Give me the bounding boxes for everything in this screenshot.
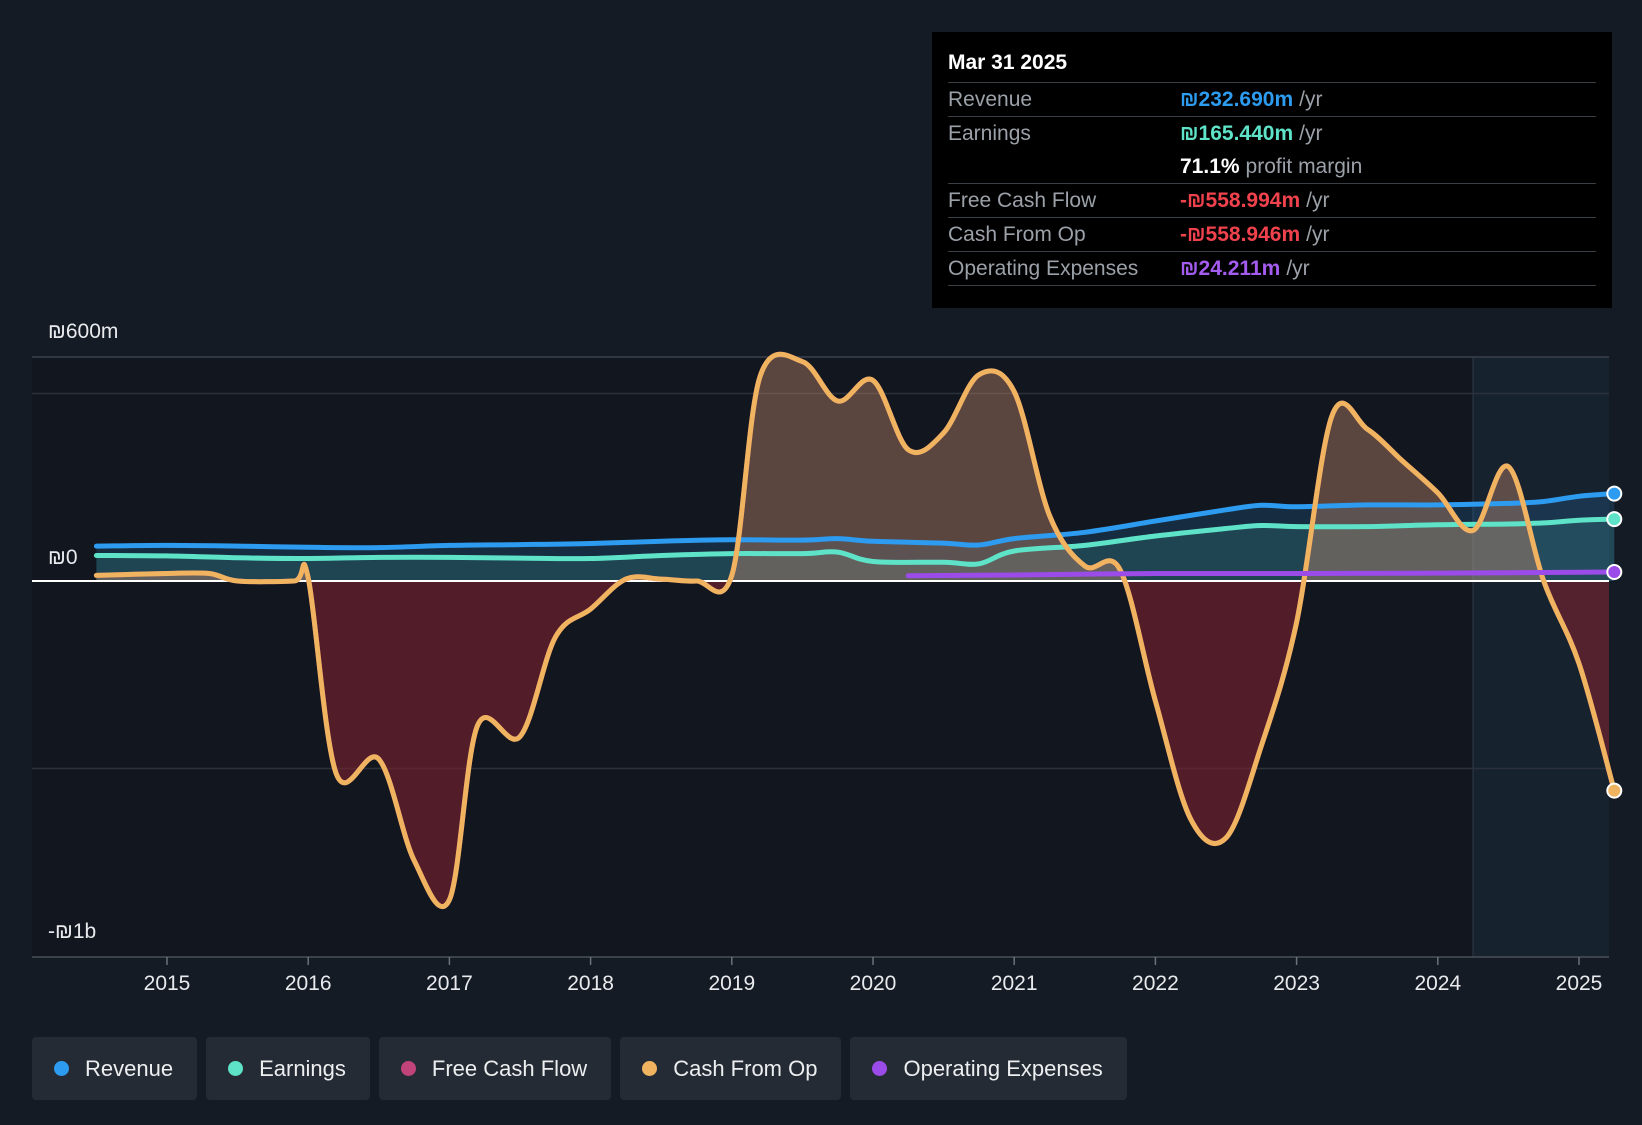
- tooltip-unit: /yr: [1306, 189, 1330, 212]
- legend-label: Free Cash Flow: [431, 1055, 588, 1081]
- tooltip-date: Mar 31 2025: [948, 46, 1596, 83]
- tooltip-row-profit-margin: 71.1% profit margin: [948, 150, 1596, 184]
- legend-label: Revenue: [85, 1055, 174, 1081]
- legend-item-revenue[interactable]: Revenue: [32, 1037, 198, 1100]
- tooltip-value: ₪165.440m: [1180, 122, 1294, 145]
- x-tick-label-2019: 2019: [708, 972, 755, 995]
- tooltip-value: 71.1%: [1180, 155, 1240, 178]
- tooltip-unit: /yr: [1306, 223, 1330, 246]
- x-tick-label-2024: 2024: [1414, 972, 1461, 995]
- tooltip-value: -₪558.994m: [1180, 189, 1301, 212]
- tooltip-unit: profit margin: [1245, 155, 1363, 178]
- cash-flow-negative-area: [96, 581, 1609, 907]
- tooltip-row-operating-expenses: Operating Expenses ₪24.211m /yr: [948, 252, 1596, 286]
- earnings-line: [93, 516, 1617, 567]
- tooltip-value: ₪24.211m: [1180, 257, 1281, 280]
- tooltip-label: Cash From Op: [948, 223, 1086, 246]
- tooltip-row-cash-from-op: Cash From Op -₪558.946m /yr: [948, 218, 1596, 252]
- x-tick-label-2023: 2023: [1273, 972, 1320, 995]
- tooltip-label: Earnings: [948, 122, 1031, 145]
- tooltip-panel: Mar 31 2025 Revenue ₪232.690m /yr Earnin…: [932, 32, 1612, 308]
- legend-item-free-cash-flow[interactable]: Free Cash Flow: [378, 1037, 612, 1100]
- operating-expenses-line: [905, 569, 1617, 579]
- tooltip-value: ₪232.690m: [1180, 88, 1294, 111]
- legend-label: Cash From Op: [673, 1055, 818, 1081]
- x-tick-label-2025: 2025: [1556, 972, 1603, 995]
- earnings-end-point: [1606, 511, 1623, 528]
- legend-dot-icon: [642, 1061, 658, 1076]
- tooltip-row-revenue: Revenue ₪232.690m /yr: [948, 83, 1596, 117]
- legend-dot-icon: [228, 1061, 244, 1076]
- legend-label: Operating Expenses: [903, 1055, 1103, 1081]
- legend-dot-icon: [400, 1061, 416, 1076]
- legend-label: Earnings: [259, 1055, 346, 1081]
- y-axis-bottom-label: -₪1b: [48, 920, 97, 943]
- tooltip-unit: /yr: [1299, 122, 1323, 145]
- legend: Revenue Earnings Free Cash Flow Cash Fro…: [32, 1037, 1127, 1100]
- tooltip-row-free-cash-flow: Free Cash Flow -₪558.994m /yr: [948, 184, 1596, 218]
- x-tick-label-2018: 2018: [567, 972, 614, 995]
- tooltip-unit: /yr: [1299, 88, 1323, 111]
- tooltip-label: Revenue: [948, 88, 1033, 111]
- plot-background: [32, 357, 1609, 957]
- tooltip-value: -₪558.946m: [1180, 223, 1301, 246]
- x-tick-label-2015: 2015: [144, 972, 191, 995]
- legend-item-cash-from-op[interactable]: Cash From Op: [620, 1037, 842, 1100]
- cash-from-op-end-point: [1606, 782, 1623, 799]
- y-axis-top-label: ₪600m: [48, 320, 119, 343]
- x-tick-label-2021: 2021: [991, 972, 1038, 995]
- earnings-area: [96, 519, 1615, 581]
- revenue-end-point: [1606, 485, 1623, 502]
- revenue-line: [93, 491, 1617, 551]
- x-tick-label-2020: 2020: [850, 972, 897, 995]
- tooltip-row-earnings: Earnings ₪165.440m /yr: [948, 117, 1596, 150]
- cash-flow-positive-area: [96, 354, 1609, 581]
- y-axis-zero-label: ₪0: [48, 546, 78, 569]
- tooltip-label: [948, 150, 1180, 183]
- x-tick-label-2022: 2022: [1132, 972, 1179, 995]
- tooltip-unit: /yr: [1286, 257, 1310, 280]
- operating-expenses-end-point: [1606, 564, 1623, 580]
- legend-dot-icon: [872, 1061, 888, 1076]
- x-tick-label-2017: 2017: [426, 972, 473, 995]
- cash-from-op-line: [93, 351, 1617, 910]
- legend-item-earnings[interactable]: Earnings: [206, 1037, 370, 1100]
- x-tick-label-2016: 2016: [285, 972, 332, 995]
- tooltip-label: Operating Expenses: [948, 257, 1139, 280]
- legend-dot-icon: [54, 1061, 69, 1076]
- legend-item-operating-expenses[interactable]: Operating Expenses: [850, 1037, 1127, 1100]
- tooltip-label: Free Cash Flow: [948, 189, 1097, 212]
